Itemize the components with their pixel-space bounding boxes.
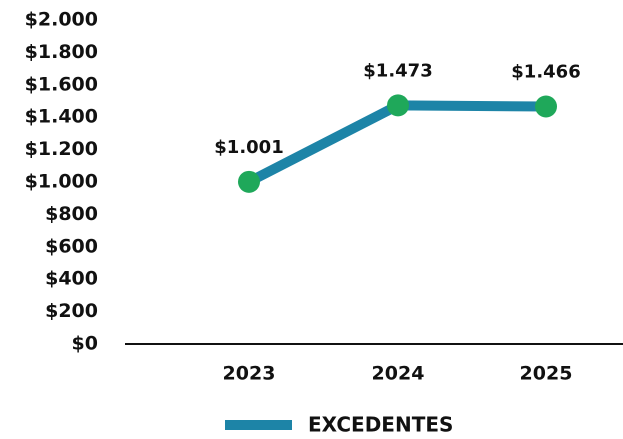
marker bbox=[238, 170, 260, 193]
x-tick-label: 2023 bbox=[223, 363, 276, 385]
value-label: $1.001 bbox=[214, 137, 283, 158]
y-tick-label: $200 bbox=[45, 300, 98, 322]
line bbox=[246, 100, 547, 187]
y-tick-label: $1.800 bbox=[25, 41, 98, 63]
y-tick-label: $0 bbox=[72, 333, 98, 355]
x-tick-label: 2024 bbox=[372, 363, 425, 385]
y-tick-label: $400 bbox=[45, 268, 98, 290]
y-tick-label: $1.000 bbox=[25, 171, 98, 193]
marker bbox=[387, 94, 409, 117]
x-tick-label: 2025 bbox=[520, 363, 573, 385]
value-label: $1.473 bbox=[363, 60, 432, 81]
y-tick-label: $1.400 bbox=[25, 106, 98, 128]
value-label: $1.466 bbox=[511, 62, 580, 83]
y-tick-label: $600 bbox=[45, 235, 98, 257]
marker bbox=[535, 95, 557, 118]
y-tick-label: $1.200 bbox=[25, 138, 98, 160]
legend-label: EXCEDENTES bbox=[308, 413, 453, 437]
y-tick-label: $800 bbox=[45, 203, 98, 225]
y-tick-label: $2.000 bbox=[25, 9, 98, 31]
y-tick-label: $1.600 bbox=[25, 73, 98, 95]
